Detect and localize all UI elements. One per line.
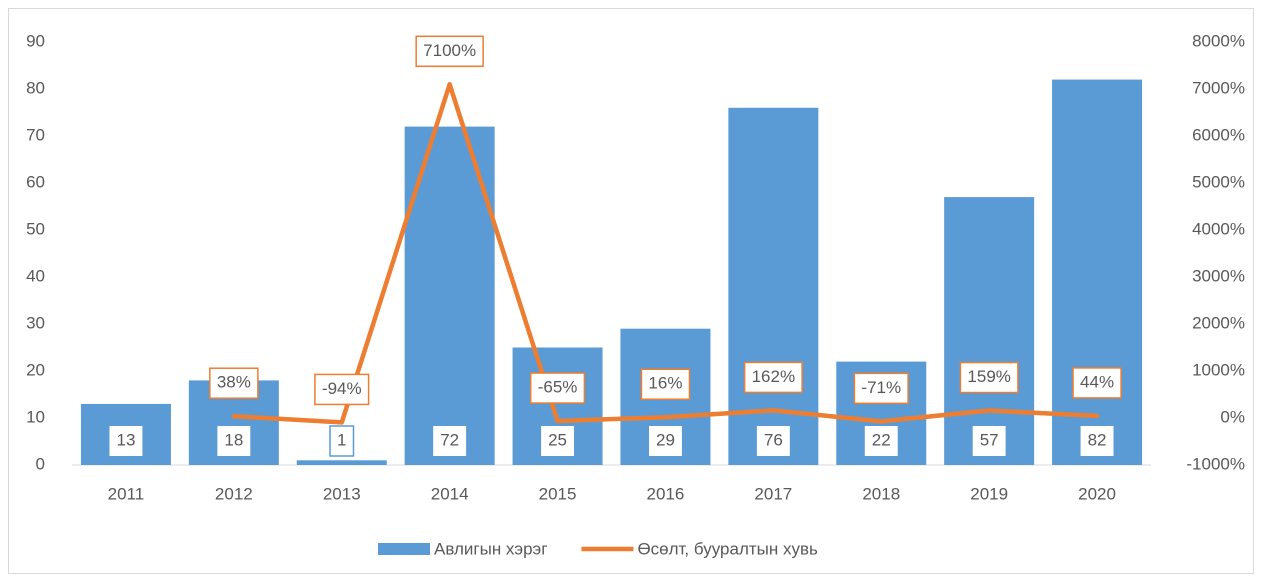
line-value-label: 159%	[967, 367, 1010, 386]
y2-tick-label: 0%	[1220, 407, 1245, 426]
line-value-label-group: 7100%	[415, 35, 484, 68]
line-value-label-box	[1072, 367, 1122, 399]
y-tick-label: 20	[26, 360, 45, 379]
bar	[944, 197, 1035, 465]
bar-value-label-box	[1080, 426, 1114, 456]
legend-label: Авлигын хэрэг	[434, 539, 547, 558]
bar-value-label-group: 13	[109, 426, 143, 456]
x-tick-label: 2011	[108, 484, 145, 503]
line-value-label-group: 162%	[743, 361, 803, 394]
line-value-label-box	[959, 361, 1019, 394]
bar-value-label-box	[329, 425, 355, 457]
bar-value-label-group: 29	[648, 426, 682, 456]
x-tick-label: 2015	[539, 484, 577, 503]
line-value-label: 44%	[1080, 372, 1114, 391]
chart-frame	[8, 8, 1254, 574]
y2-tick-label: 8000%	[1192, 31, 1245, 50]
line-value-label: -65%	[538, 378, 578, 397]
y-tick-label: 60	[26, 172, 45, 191]
y-tick-label: 80	[26, 78, 45, 97]
bar-value-label-box	[648, 426, 682, 456]
x-tick-label: 2016	[647, 484, 685, 503]
bar	[728, 107, 819, 466]
line-value-label-group: -94%	[314, 373, 370, 406]
x-tick-label: 2018	[862, 484, 900, 503]
line-value-label-box	[314, 373, 370, 406]
y2-tick-label: 6000%	[1192, 125, 1245, 144]
legend-swatch	[378, 543, 430, 555]
line-value-label-box	[415, 35, 484, 68]
bar	[296, 460, 387, 465]
bar-value-label: 72	[440, 430, 459, 449]
line-value-label-group: 38%	[209, 367, 259, 399]
y-tick-label: 40	[26, 266, 45, 285]
bar-value-label: 76	[764, 430, 783, 449]
bar-value-label-box	[972, 426, 1006, 456]
line-value-label: 7100%	[423, 41, 476, 60]
y-tick-label: 0	[36, 454, 45, 473]
line-value-label-group: 44%	[1072, 367, 1122, 399]
line-value-label: 38%	[217, 373, 251, 392]
x-tick-label: 2012	[215, 484, 253, 503]
y2-tick-label: 5000%	[1192, 172, 1245, 191]
bar-value-label-box	[433, 426, 467, 456]
line-value-label-box	[743, 361, 803, 394]
x-tick-label: 2019	[970, 484, 1008, 503]
line-value-label: -94%	[322, 379, 362, 398]
line-value-label: 16%	[648, 374, 682, 393]
line-value-label-box	[209, 367, 259, 399]
y2-tick-label: 1000%	[1192, 360, 1245, 379]
line-value-label-group: -71%	[853, 372, 909, 405]
x-tick-label: 2020	[1078, 484, 1116, 503]
bar-value-label-group: 22	[864, 426, 898, 456]
y2-tick-label: 3000%	[1192, 266, 1245, 285]
y-tick-label: 10	[26, 407, 45, 426]
bar-value-label-group: 25	[541, 426, 575, 456]
bar-value-label: 82	[1088, 430, 1107, 449]
x-tick-label: 2014	[431, 484, 469, 503]
y2-tick-label: -1000%	[1186, 454, 1245, 473]
bar-value-label-group: 57	[972, 426, 1006, 456]
y2-tick-label: 2000%	[1192, 313, 1245, 332]
bar-value-label-box	[217, 426, 251, 456]
bar-value-label: 25	[548, 430, 567, 449]
y2-tick-label: 7000%	[1192, 78, 1245, 97]
y-tick-label: 30	[26, 313, 45, 332]
line-value-label-group: 16%	[640, 368, 691, 400]
line-value-label-box	[640, 368, 691, 400]
line-value-label: -71%	[861, 378, 901, 397]
bar-value-label: 18	[224, 430, 243, 449]
x-tick-label: 2017	[754, 484, 792, 503]
bar-value-label: 22	[872, 430, 891, 449]
bar-value-label-box	[756, 426, 790, 456]
bar	[1052, 79, 1143, 465]
line-value-label-group: 159%	[959, 361, 1019, 394]
x-tick-label: 2013	[323, 484, 361, 503]
bar-value-label: 29	[656, 430, 675, 449]
line-value-label: 162%	[752, 367, 795, 386]
bar-value-label-group: 72	[433, 426, 467, 456]
bar-value-label-box	[541, 426, 575, 456]
y-tick-label: 90	[26, 31, 45, 50]
line-value-label-box	[529, 372, 586, 404]
bar-value-label-group: 76	[756, 426, 790, 456]
y2-tick-label: 4000%	[1192, 219, 1245, 238]
y-tick-label: 70	[26, 125, 45, 144]
line	[231, 82, 1100, 425]
bar-value-label-box	[109, 426, 143, 456]
line-value-label-group: -65%	[529, 372, 586, 404]
y-tick-label: 50	[26, 219, 45, 238]
bar-value-label: 1	[337, 430, 346, 449]
bar-value-label: 57	[980, 430, 999, 449]
bar-value-label-group: 1	[329, 425, 355, 457]
bar-value-label-group: 18	[217, 426, 251, 456]
bar-value-label-group: 82	[1080, 426, 1114, 456]
bar-value-label-box	[864, 426, 898, 456]
bar-value-label: 13	[116, 430, 135, 449]
legend-label: Өсөлт, бууралтын хувь	[637, 539, 818, 558]
line-value-label-box	[853, 372, 909, 405]
